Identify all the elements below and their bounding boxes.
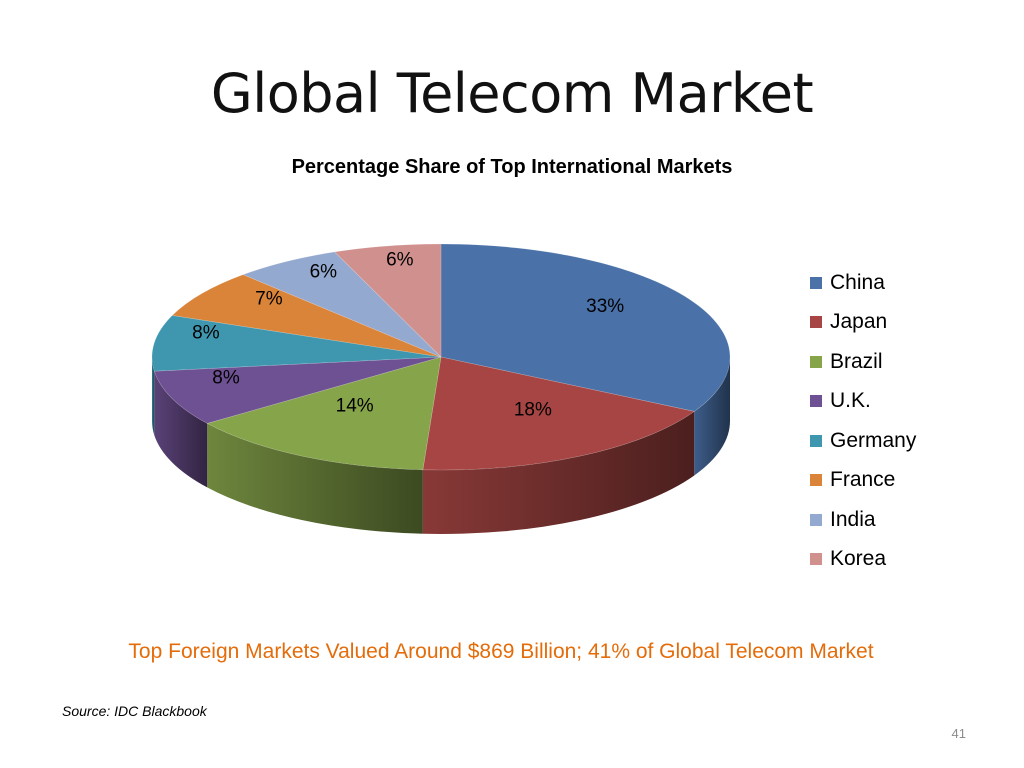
legend-swatch: [810, 395, 822, 408]
legend-swatch: [810, 276, 822, 289]
pie-label-france: 7%: [255, 288, 283, 309]
legend-label: Korea: [830, 547, 887, 571]
pie-label-korea: 6%: [386, 250, 414, 271]
pie-label-china: 33%: [586, 296, 624, 317]
pie-slice-japan: [422, 356, 695, 471]
legend-item-brazil: Brazil: [810, 342, 916, 382]
legend-label: Brazil: [830, 349, 883, 373]
pie-side-japan: [422, 411, 695, 534]
pie-slice-uk: [153, 356, 442, 424]
source-citation: Source: IDC Blackbook: [62, 703, 207, 719]
chart-legend: China Japan Brazil U.K. Germany France India Ko…: [810, 263, 916, 579]
market-value-note: Top Foreign Markets Valued Around $869 B…: [128, 640, 874, 663]
pie-label-brazil: 14%: [336, 395, 374, 416]
legend-label: Germany: [830, 428, 917, 452]
pie-side-brazil: [207, 423, 423, 534]
chart-title: Percentage Share of Top International Ma…: [291, 156, 733, 178]
pie-side-walls: [152, 357, 730, 534]
legend-label: France: [830, 468, 896, 492]
legend-label: India: [830, 507, 876, 531]
pie-slice-germany: [151, 315, 442, 372]
pie-label-japan: 18%: [514, 399, 552, 420]
pie-side-china: [694, 357, 730, 476]
pie-side-uk: [154, 371, 208, 488]
legend-swatch: [810, 474, 822, 487]
pie-label-uk: 8%: [212, 367, 240, 388]
legend-item-uk: U.K.: [810, 382, 916, 422]
legend-label: China: [830, 270, 885, 294]
pie-slice-china: [440, 243, 731, 412]
pie-label-germany: 8%: [192, 322, 220, 343]
pie-slice-brazil: [206, 356, 442, 471]
legend-label: Japan: [830, 310, 888, 334]
legend-item-france: France: [810, 461, 916, 501]
legend-item-china: China: [810, 263, 916, 303]
slide-title: Global Telecom Market: [210, 62, 814, 125]
legend-swatch: [810, 316, 822, 329]
pie-label-india: 6%: [310, 262, 338, 283]
pie-slice-korea: [333, 243, 442, 358]
legend-label: U.K.: [830, 389, 871, 413]
page-number: 41: [951, 726, 966, 741]
legend-swatch: [810, 513, 822, 526]
legend-item-korea: Korea: [810, 540, 916, 580]
legend-item-india: India: [810, 500, 916, 540]
pie-top-faces: [151, 243, 731, 471]
legend-swatch: [810, 434, 822, 447]
pie-slice-india: [242, 251, 442, 358]
pie-side-germany: [152, 357, 155, 436]
legend-item-germany: Germany: [810, 421, 916, 461]
legend-swatch: [810, 553, 822, 566]
legend-swatch: [810, 355, 822, 368]
legend-item-japan: Japan: [810, 303, 916, 343]
pie-slice-france: [171, 274, 442, 358]
pie-data-labels: 33% 18% 14% 8% 8% 7% 6% 6%: [192, 250, 624, 421]
